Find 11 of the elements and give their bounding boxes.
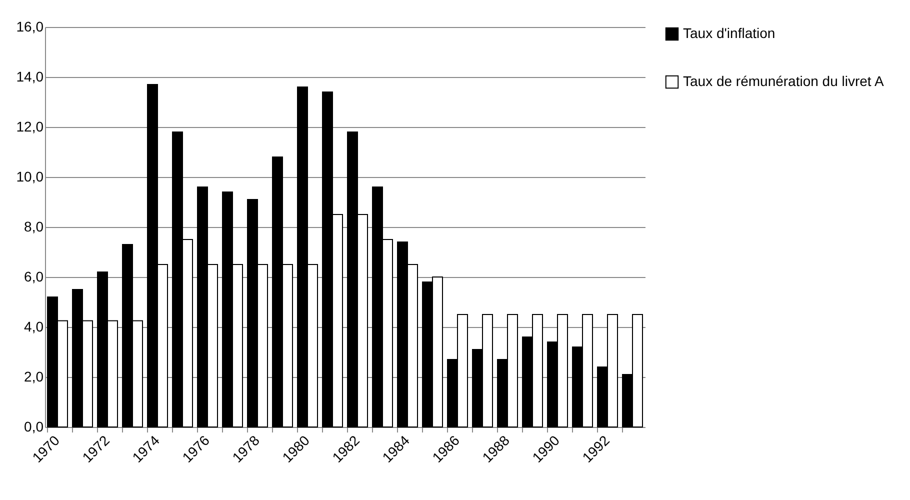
y-tick-label: 0,0: [24, 418, 44, 434]
y-tick-label: 16,0: [16, 18, 44, 34]
y-tick-label: 8,0: [24, 218, 44, 234]
y-tick-label: 14,0: [16, 68, 44, 84]
y-tick-label: 12,0: [16, 118, 44, 134]
y-tick-label: 6,0: [24, 268, 44, 284]
y-tick-label: 4,0: [24, 318, 44, 334]
y-tick-label: 2,0: [24, 368, 44, 384]
y-tick-label: 10,0: [16, 168, 44, 184]
legend-label: Taux d'inflation: [683, 25, 776, 41]
legend-label: Taux de rémunération du livret A: [683, 73, 884, 89]
